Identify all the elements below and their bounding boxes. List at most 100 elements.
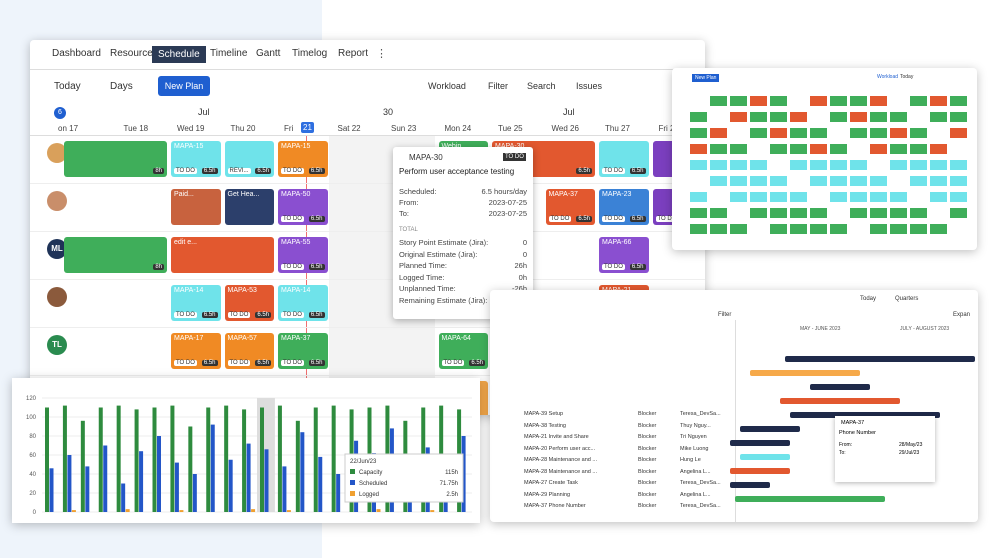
task-card[interactable]: MAPA-37 TO DO 6.5h (545, 189, 595, 225)
tooltip-value: 2.5h (446, 492, 458, 498)
new-plan-button[interactable]: New Plan (158, 76, 210, 96)
task-card[interactable]: REVI... 6.5h (224, 141, 274, 177)
field-label: To: (399, 209, 410, 218)
gantt-filter[interactable]: Filter (718, 312, 732, 318)
mini-block (690, 224, 707, 234)
status: TO DO (174, 168, 197, 174)
hours: 6.5h (576, 216, 592, 222)
task-card[interactable]: MAPA-17 TO DO 6.5h (171, 333, 221, 369)
status: TO DO (655, 216, 679, 222)
task-card[interactable]: MAPA-66 TO DO 6.5h (599, 237, 649, 273)
total-label: Remaining Estimate (Jira): (399, 295, 488, 305)
hours: 6.5h (308, 168, 325, 174)
task-card[interactable]: MAPA-14 TO DO 6.5h (171, 285, 221, 321)
assignee: Tri Nguyen (680, 434, 707, 440)
mini-block (730, 96, 747, 106)
bar (286, 510, 291, 512)
hours: 6.5h (255, 312, 271, 318)
toolbar-workload[interactable]: Workload (428, 81, 466, 91)
issue-name: MAPA-39 Setup (524, 411, 564, 417)
bar (80, 420, 85, 512)
bar (242, 409, 247, 512)
issue-name: MAPA-20 Perform user acc... (524, 445, 596, 452)
tab[interactable]: Dashboard (52, 48, 101, 59)
priority: Blocker (638, 468, 657, 475)
hours: 6.5h (629, 264, 646, 270)
task-card[interactable]: MAPA-64 TO DO 6.5h (438, 333, 488, 369)
mini-block (710, 144, 727, 154)
task-card[interactable]: TO DO 6.5h (599, 141, 649, 177)
bar (121, 483, 126, 512)
task-card[interactable]: edit e... (171, 237, 274, 273)
mini-block (730, 192, 747, 202)
gantt-quarters[interactable]: Quarters (895, 296, 919, 302)
legend-name: Logged (359, 492, 379, 498)
priority: Blocker (638, 445, 657, 452)
tab[interactable]: Schedule (152, 46, 206, 63)
task-card[interactable]: 8h (64, 141, 167, 177)
status: TO DO (174, 360, 197, 366)
tab[interactable]: Report (338, 48, 369, 59)
assignee: Teresa_DevSa... (680, 503, 721, 509)
mini-new-plan[interactable]: New Plan (692, 74, 720, 82)
mini-block (790, 160, 807, 170)
task-card[interactable]: MAPA-14 TO DO 6.5h (278, 285, 328, 321)
bar (98, 407, 103, 512)
weekend (328, 135, 382, 415)
bar (71, 510, 76, 512)
mini-block (810, 128, 827, 138)
mini-block (870, 176, 887, 186)
task-card[interactable]: MAPA-15 TO DO 6.5h (171, 141, 221, 177)
issue-name: MAPA-29 Planning (524, 491, 571, 498)
mini-block (730, 224, 747, 234)
today-dropdown[interactable]: Today (54, 81, 81, 92)
task-card[interactable]: 8h (64, 237, 167, 273)
bar (103, 445, 108, 512)
task-card[interactable]: MAPA-57 TO DO 6.5h (224, 333, 274, 369)
mini-block (850, 96, 867, 106)
issue-name: MAPA-21 Invite and Share (524, 434, 589, 440)
mini-block (930, 192, 947, 202)
task-card[interactable]: Paid... (171, 189, 221, 225)
toolbar-issues[interactable]: Issues (576, 81, 603, 91)
tab[interactable]: Timeline (210, 48, 248, 59)
task-card[interactable]: MAPA-50 TO DO 6.5h (278, 189, 328, 225)
task-card[interactable]: MAPA-15 TO DO 6.5h (278, 141, 328, 177)
mini-block (750, 208, 767, 218)
mini-block (850, 208, 867, 218)
day-label: Sun 23 (391, 124, 417, 133)
y-tick-label: 100 (26, 415, 37, 421)
tooltip-date: 22/Jun/23 (350, 459, 377, 465)
mini-block (730, 176, 747, 186)
task-card[interactable]: Get Hea... (224, 189, 274, 225)
gantt-today[interactable]: Today (860, 296, 877, 302)
task-card[interactable]: MAPA-23 TO DO 6.5h (599, 189, 649, 225)
bar (49, 468, 54, 512)
field-value: 6.5 hours/day (481, 187, 527, 196)
mini-block (910, 176, 927, 186)
hours: 8h (153, 264, 164, 270)
priority: Blocker (638, 480, 657, 486)
bar (228, 459, 233, 512)
day-label: Thu 27 (605, 124, 630, 133)
toolbar-search[interactable]: Search (527, 81, 556, 91)
tab[interactable]: Gantt (256, 48, 281, 59)
bar (260, 407, 264, 512)
mini-block (830, 144, 847, 154)
task-card[interactable]: MAPA-37 TO DO 6.5h (278, 333, 328, 369)
task-card[interactable]: MAPA-55 TO DO 6.5h (278, 237, 328, 273)
mini-block (930, 160, 947, 170)
task-card[interactable]: MAPA-53 TO DO 6.5h (224, 285, 274, 321)
filter-badge: 6 (54, 107, 66, 119)
gantt-expand[interactable]: Expan (953, 312, 971, 318)
bar (116, 405, 121, 512)
tip-key: MAPA-37 (841, 420, 865, 426)
mini-block (950, 112, 967, 122)
toolbar-filter[interactable]: Filter (488, 81, 508, 91)
gantt-bar (810, 384, 870, 390)
tab[interactable]: Timelog (292, 48, 328, 59)
mini-block (790, 192, 807, 202)
mini-block (770, 128, 787, 138)
tab[interactable]: Resource (110, 48, 153, 59)
days-dropdown[interactable]: Days (110, 81, 133, 92)
